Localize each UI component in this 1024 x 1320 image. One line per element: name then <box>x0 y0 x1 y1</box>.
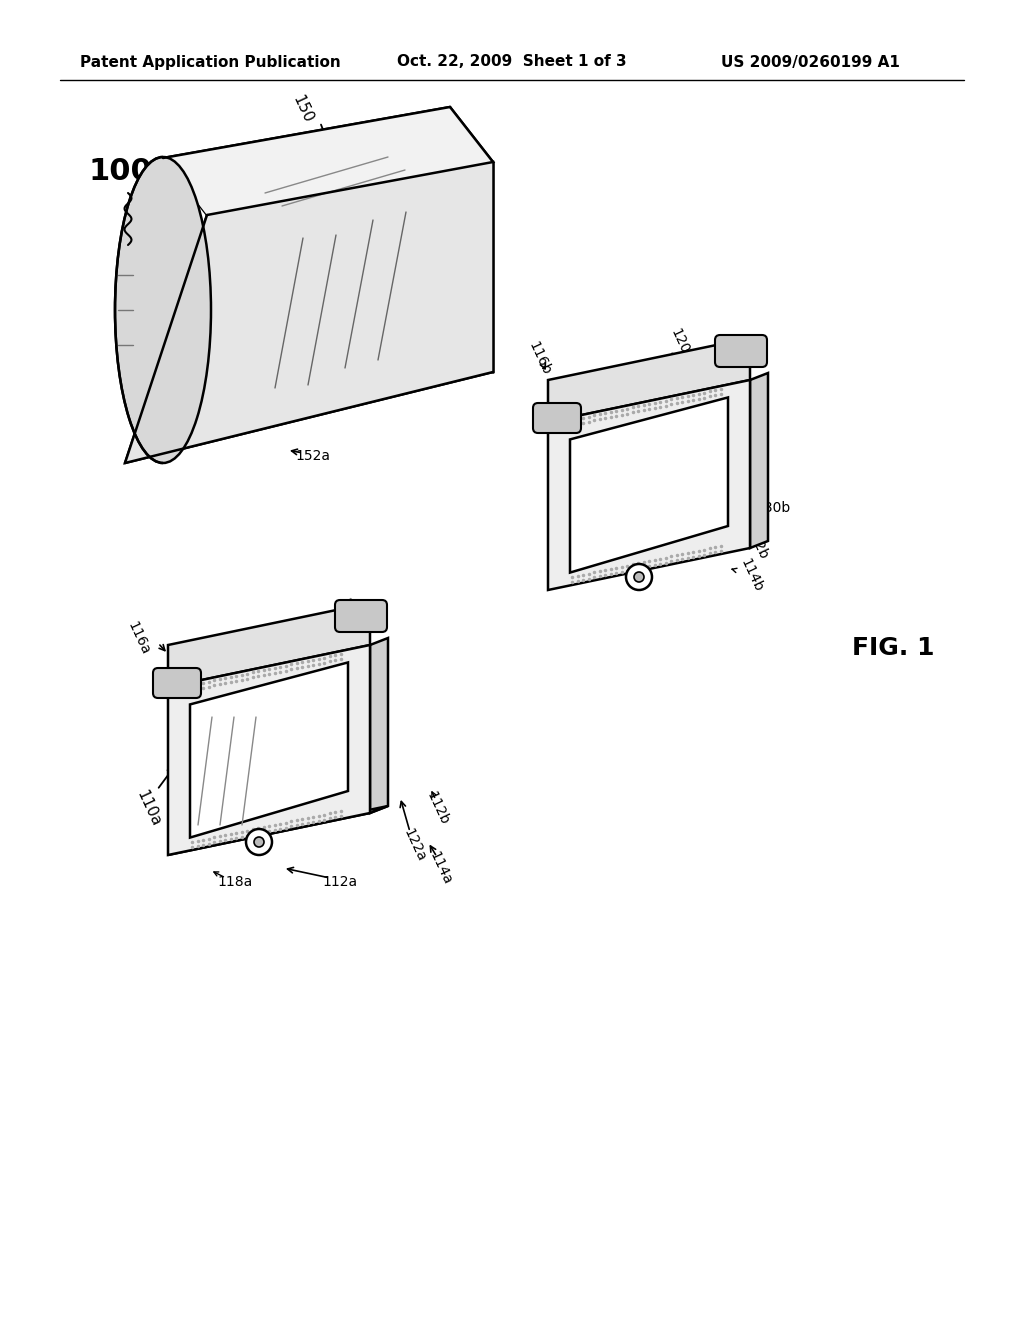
Circle shape <box>246 829 272 855</box>
FancyBboxPatch shape <box>153 668 201 698</box>
Text: 130a: 130a <box>353 785 388 800</box>
Polygon shape <box>548 380 750 590</box>
Text: 152a: 152a <box>296 449 331 463</box>
Circle shape <box>626 564 652 590</box>
Ellipse shape <box>115 157 211 463</box>
Text: 110a: 110a <box>133 788 163 829</box>
Text: US 2009/0260199 A1: US 2009/0260199 A1 <box>721 54 899 70</box>
Polygon shape <box>168 645 370 855</box>
Polygon shape <box>163 107 493 215</box>
Text: 122b: 122b <box>743 524 771 562</box>
Text: 122a: 122a <box>400 826 428 863</box>
Text: 152b: 152b <box>418 333 445 371</box>
Text: 114b: 114b <box>738 556 766 594</box>
Text: 112b: 112b <box>424 789 452 828</box>
Circle shape <box>634 572 644 582</box>
Polygon shape <box>370 638 388 813</box>
Polygon shape <box>750 374 768 548</box>
Polygon shape <box>163 107 493 215</box>
Polygon shape <box>125 162 493 463</box>
Text: FIG. 1: FIG. 1 <box>852 636 934 660</box>
Text: Patent Application Publication: Patent Application Publication <box>80 54 340 70</box>
Text: 110b: 110b <box>657 351 687 392</box>
Polygon shape <box>168 807 388 855</box>
Text: 130b: 130b <box>755 502 791 515</box>
Text: 120a: 120a <box>336 597 364 634</box>
Text: 118a: 118a <box>217 875 253 888</box>
Text: 112a: 112a <box>323 875 357 888</box>
Text: 114a: 114a <box>426 849 454 887</box>
Text: 118a: 118a <box>271 681 299 719</box>
FancyBboxPatch shape <box>715 335 767 367</box>
Text: 150: 150 <box>289 92 315 125</box>
Text: 100: 100 <box>88 157 152 186</box>
Text: Oct. 22, 2009  Sheet 1 of 3: Oct. 22, 2009 Sheet 1 of 3 <box>397 54 627 70</box>
FancyBboxPatch shape <box>534 403 581 433</box>
Text: 118b: 118b <box>611 479 639 517</box>
Polygon shape <box>125 162 493 463</box>
Circle shape <box>254 837 264 847</box>
Polygon shape <box>570 397 728 573</box>
FancyBboxPatch shape <box>335 601 387 632</box>
Polygon shape <box>190 663 348 838</box>
Text: 120b: 120b <box>669 326 695 364</box>
Text: 116a: 116a <box>124 619 152 657</box>
Text: 116b: 116b <box>526 339 554 378</box>
Polygon shape <box>168 603 370 686</box>
Polygon shape <box>548 338 750 422</box>
